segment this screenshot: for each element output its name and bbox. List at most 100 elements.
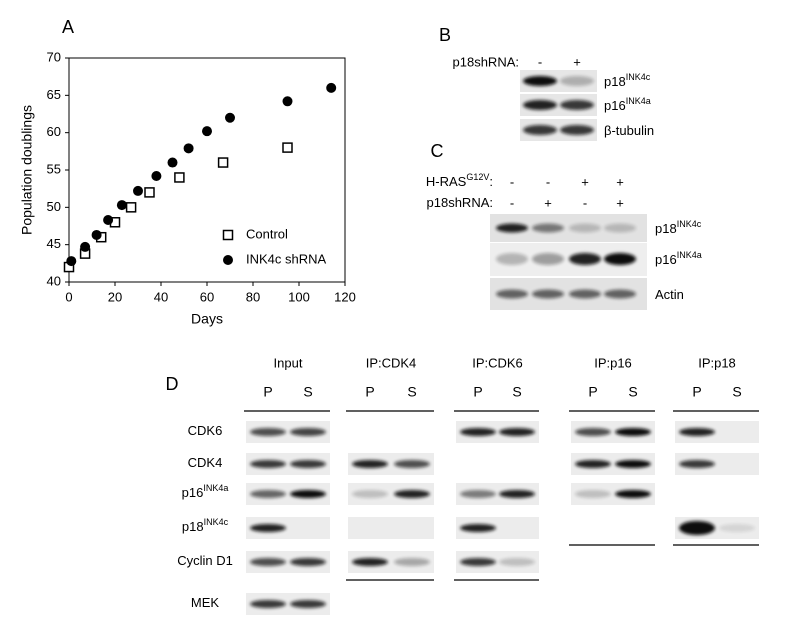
blot-band (604, 223, 636, 233)
legend-label: Control (246, 226, 288, 241)
blot-label: MEK (191, 595, 220, 610)
lane-sign: - (583, 195, 587, 210)
lane-sign: - (510, 195, 514, 210)
blot-band (496, 289, 528, 299)
blot-band (290, 558, 326, 566)
blot-strip (571, 483, 655, 505)
blot-band (250, 600, 286, 608)
blot-band (523, 76, 557, 86)
blot-label: p18INK4c (655, 219, 702, 236)
condition-label: H-RASG12V: (426, 172, 493, 189)
data-point (167, 157, 178, 168)
blot-label-base: p18 (182, 519, 204, 534)
lane-label: S (732, 384, 741, 400)
data-point (133, 185, 143, 196)
blot-band (679, 521, 715, 535)
data-point (103, 215, 114, 226)
blot-band (250, 428, 286, 436)
group-title: IP:p16 (594, 355, 632, 370)
blot-band (496, 223, 528, 233)
blot-band (499, 558, 535, 566)
panel-label: D (166, 374, 179, 394)
lane-label: P (473, 384, 482, 400)
blot-label-sup: INK4c (677, 219, 702, 229)
data-point (282, 142, 293, 153)
blot-band (532, 223, 564, 233)
panel-label: B (439, 25, 451, 45)
blot-strip (456, 483, 539, 505)
lane-sign: + (544, 195, 552, 210)
blot-band (679, 428, 715, 436)
x-tick-label: 120 (334, 289, 356, 304)
blot-band (460, 490, 496, 498)
blot-band (575, 460, 611, 468)
blot-label: p18INK4c (604, 72, 651, 89)
condition-label: p18shRNA: (453, 54, 519, 69)
lane-label: S (407, 384, 416, 400)
lane-label: P (365, 384, 374, 400)
blot-band (460, 428, 496, 436)
x-tick-label: 0 (65, 289, 72, 304)
blot-band (575, 428, 611, 436)
lane-sign: + (573, 54, 581, 69)
blot-band (569, 253, 601, 265)
blot-band (290, 428, 326, 436)
blot-label: p16INK4a (655, 250, 702, 267)
blot-label-sup: INK4a (203, 483, 228, 493)
data-point (80, 241, 91, 252)
blot-label-base: p16 (604, 98, 626, 113)
blot-band (604, 289, 636, 299)
blot-strip (675, 421, 759, 443)
y-tick-label: 55 (47, 161, 61, 176)
lane-label: S (303, 384, 312, 400)
legend-marker (222, 229, 234, 241)
blot-label-base: Actin (655, 287, 684, 302)
x-tick-label: 100 (288, 289, 310, 304)
blot-strip (246, 593, 330, 615)
blot-band (532, 253, 564, 265)
blot-strip (571, 453, 655, 475)
blot-band (569, 289, 601, 299)
blot-band (394, 558, 430, 566)
y-tick-label: 70 (47, 49, 61, 64)
lane-label: S (512, 384, 521, 400)
data-point (217, 157, 229, 168)
blot-band (250, 460, 286, 468)
blot-strip (520, 70, 597, 92)
blot-band (615, 460, 651, 468)
blot-label-sup: INK4c (204, 517, 229, 527)
lane-sign: - (546, 174, 550, 189)
data-point (183, 143, 194, 154)
lane-label: P (692, 384, 701, 400)
condition-label-base: p18shRNA: (427, 195, 493, 210)
blot-label: p16INK4a (182, 483, 229, 500)
y-axis-label: Population doublings (19, 105, 35, 235)
lane-sign: - (538, 54, 542, 69)
blot-strip (246, 483, 330, 505)
data-point (225, 112, 235, 123)
blot-strip (456, 517, 539, 539)
data-point (326, 82, 337, 93)
blot-band (719, 524, 755, 532)
blot-label-base: β-tubulin (604, 123, 654, 138)
panel-label: C (431, 141, 444, 161)
blot-band (460, 524, 496, 532)
blot-band (569, 223, 601, 233)
blot-band (532, 289, 564, 299)
blot-band (560, 100, 594, 110)
blot-label: β-tubulin (604, 123, 654, 138)
blot-strip (246, 517, 330, 539)
blot-strip (675, 453, 759, 475)
blot-label-sup: INK4a (626, 96, 651, 106)
blot-band (560, 76, 594, 86)
blot-band (352, 490, 388, 498)
blot-band (615, 428, 651, 436)
blot-label-base: p16 (182, 485, 204, 500)
lane-label: P (263, 384, 272, 400)
data-point (151, 170, 162, 181)
blot-band (394, 490, 430, 498)
y-tick-label: 40 (47, 273, 61, 288)
condition-label: p18shRNA: (427, 195, 493, 210)
blot-label: p16INK4a (604, 96, 651, 113)
